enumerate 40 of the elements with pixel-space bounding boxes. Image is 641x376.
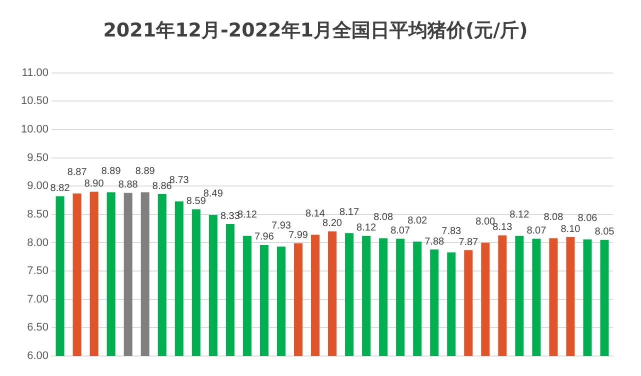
y-tick-label: 9.50 — [27, 152, 49, 164]
data-label: 8.82 — [50, 183, 70, 194]
data-label: 8.08 — [374, 212, 394, 223]
data-label: 8.87 — [67, 167, 88, 178]
data-label: 8.59 — [186, 196, 206, 208]
y-tick-label: 10.00 — [20, 123, 49, 136]
data-label: 7.93 — [271, 220, 292, 232]
data-label: 7.96 — [254, 232, 274, 243]
y-tick-label: 6.00 — [27, 350, 49, 362]
data-label: 8.89 — [135, 166, 156, 178]
data-label: 8.10 — [560, 224, 581, 235]
data-label: 8.90 — [84, 178, 104, 190]
data-label: 8.07 — [526, 226, 547, 237]
data-label: 8.14 — [306, 208, 326, 220]
data-label: 8.05 — [594, 226, 615, 238]
data-label: 8.12 — [356, 222, 376, 234]
y-tick-label: 7.00 — [27, 293, 49, 306]
y-tick-label: 9.00 — [27, 180, 49, 192]
data-label: 7.88 — [424, 236, 445, 248]
data-label: 8.17 — [340, 206, 360, 218]
data-label: 8.06 — [578, 213, 598, 224]
y-tick-label: 8.50 — [27, 208, 49, 220]
data-label: 8.08 — [544, 212, 564, 223]
y-tick-label: 8.00 — [27, 236, 49, 249]
data-label: 8.02 — [408, 215, 428, 226]
data-label: 8.20 — [322, 218, 342, 230]
data-label: 8.07 — [390, 226, 410, 237]
y-tick-label: 10.50 — [20, 95, 49, 108]
data-label: 8.12 — [510, 210, 530, 221]
data-label: 8.89 — [101, 166, 122, 178]
data-label: 8.88 — [118, 180, 138, 191]
y-tick-label: 6.50 — [27, 322, 49, 334]
data-label: 8.13 — [492, 222, 513, 234]
y-tick-label: 7.50 — [27, 265, 49, 278]
chart-title: 2021年12月-2022年1月全国日平均猪价(元/斤) — [103, 19, 528, 42]
data-label: 7.83 — [442, 226, 462, 238]
y-tick-label: 11.00 — [22, 66, 49, 79]
data-label: 7.87 — [458, 236, 479, 248]
data-label: 7.99 — [288, 230, 308, 242]
data-label: 8.86 — [152, 180, 172, 192]
